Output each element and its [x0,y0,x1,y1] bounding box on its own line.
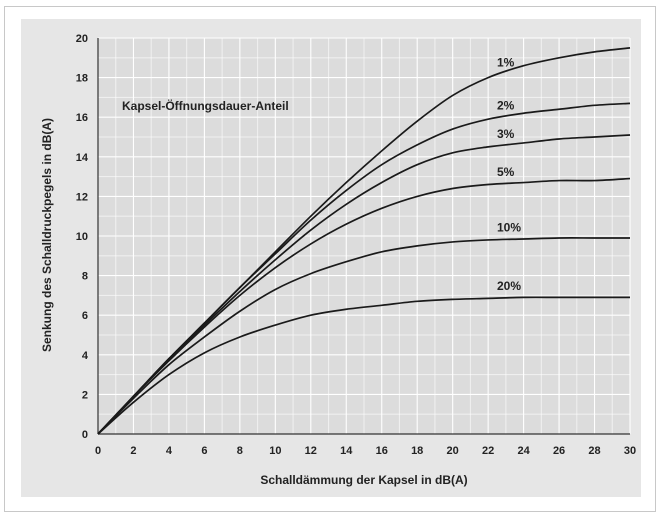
x-tick-label: 8 [237,445,243,457]
x-tick-label: 22 [482,445,494,457]
x-tick-label: 18 [411,445,423,457]
x-tick-label: 6 [201,445,207,457]
y-tick-label: 8 [82,271,88,283]
axes [97,38,630,435]
x-tick-label: 14 [340,445,353,457]
x-tick-label: 28 [588,445,600,457]
series-label: 10% [497,221,521,235]
legend-title: Kapsel-Öffnungsdauer-Anteil [122,98,289,113]
x-axis-title: Schalldämmung der Kapsel in dB(A) [260,473,467,487]
y-tick-label: 0 [82,429,88,441]
series-label: 2% [497,99,515,113]
x-tick-label: 20 [447,445,459,457]
curve-labels: 1% 2% 3% 5% 10% 20% [497,56,521,293]
tick-labels: 0 2 4 6 8 10 12 14 16 18 20 22 24 26 28 300246810121416… [76,33,636,457]
series-label: 5% [497,165,515,179]
series-label: 3% [497,127,515,141]
y-tick-label: 10 [76,231,88,243]
curves [97,47,631,435]
series-label: 20% [497,279,521,293]
x-tick-label: 12 [305,445,317,457]
y-tick-label: 14 [76,152,89,164]
x-tick-label: 30 [624,445,636,457]
series-line-5pct [97,177,631,435]
y-tick-label: 12 [76,191,88,203]
x-tick-label: 24 [517,445,530,457]
y-tick-label: 4 [82,350,89,362]
series-label: 1% [497,56,515,70]
y-tick-label: 20 [76,33,88,45]
x-tick-label: 26 [553,445,565,457]
grid-lines [97,37,631,435]
x-tick-label: 2 [130,445,136,457]
x-tick-label: 0 [95,445,101,457]
x-tick-label: 4 [166,445,173,457]
y-axis-title: Senkung des Schalldruckpegels in dB(A) [40,118,54,352]
series-line-20pct [97,296,630,435]
y-tick-label: 2 [82,389,88,401]
series-line-3pct [97,134,631,435]
x-tick-label: 10 [269,445,281,457]
x-tick-label: 16 [376,445,388,457]
series-line-10pct [97,237,631,435]
y-tick-label: 18 [76,73,88,85]
y-tick-label: 6 [82,310,88,322]
y-tick-label: 16 [76,112,88,124]
